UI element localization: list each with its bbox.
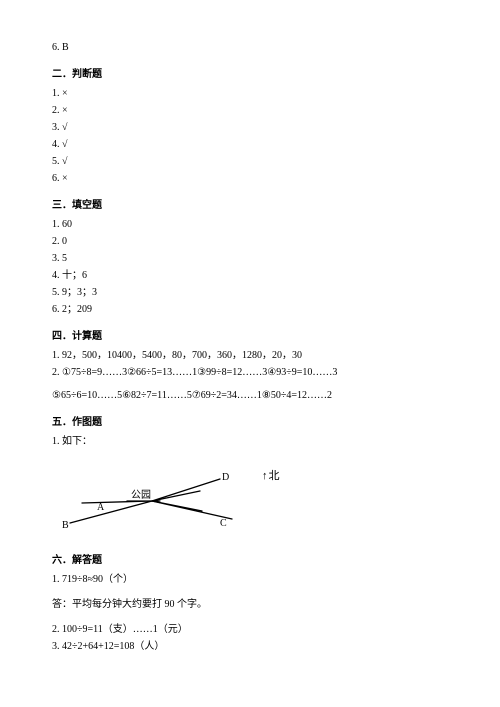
judge-5: 5. √ [52, 154, 448, 169]
judge-4: 4. √ [52, 137, 448, 152]
section-5-heading: 五．作图题 [52, 413, 448, 428]
fill-6: 6. 2；209 [52, 302, 448, 317]
fill-2: 2. 0 [52, 234, 448, 249]
section-3-heading: 三．填空题 [52, 196, 448, 211]
fill-3: 3. 5 [52, 251, 448, 266]
answer-6b: 6. B [52, 40, 448, 55]
judge-3: 3. √ [52, 120, 448, 135]
solve-line-3: 2. 100÷9=11（支）……1（元） [52, 622, 448, 637]
solve-line-4: 3. 42÷2+64+12=108（人） [52, 639, 448, 654]
judge-1: 1. × [52, 86, 448, 101]
judge-6: 6. × [52, 171, 448, 186]
section-6-heading: 六．解答题 [52, 551, 448, 566]
fill-1: 1. 60 [52, 217, 448, 232]
north-indicator: ↑北 [262, 467, 281, 483]
svg-text:B: B [62, 520, 69, 531]
solve-line-1: 1. 719÷8≈90（个） [52, 572, 448, 587]
section-4-heading: 四．计算题 [52, 327, 448, 342]
fill-4: 4. 十；6 [52, 268, 448, 283]
park-diagram: A B C D 公园 ↑北 [52, 461, 312, 541]
calc-line-3: ⑤65÷6=10……5⑥82÷7=11……5⑦69÷2=34……1⑧50÷4=1… [52, 388, 448, 403]
draw-line-1: 1. 如下： [52, 434, 448, 449]
diagram-svg: A B C D 公园 [52, 461, 252, 541]
calc-line-1: 1. 92，500，10400，5400，80，700，360，1280，20，… [52, 348, 448, 363]
fill-5: 5. 9；3；3 [52, 285, 448, 300]
svg-text:A: A [97, 502, 105, 513]
calc-line-2: 2. ①75÷8=9……3②66÷5=13……1③99÷8=12……3④93÷9… [52, 365, 448, 380]
svg-text:C: C [220, 518, 227, 529]
svg-text:公园: 公园 [131, 489, 151, 501]
judge-2: 2. × [52, 103, 448, 118]
svg-text:D: D [222, 472, 229, 483]
section-2-heading: 二．判断题 [52, 65, 448, 80]
solve-line-2: 答：平均每分钟大约要打 90 个字。 [52, 597, 448, 612]
